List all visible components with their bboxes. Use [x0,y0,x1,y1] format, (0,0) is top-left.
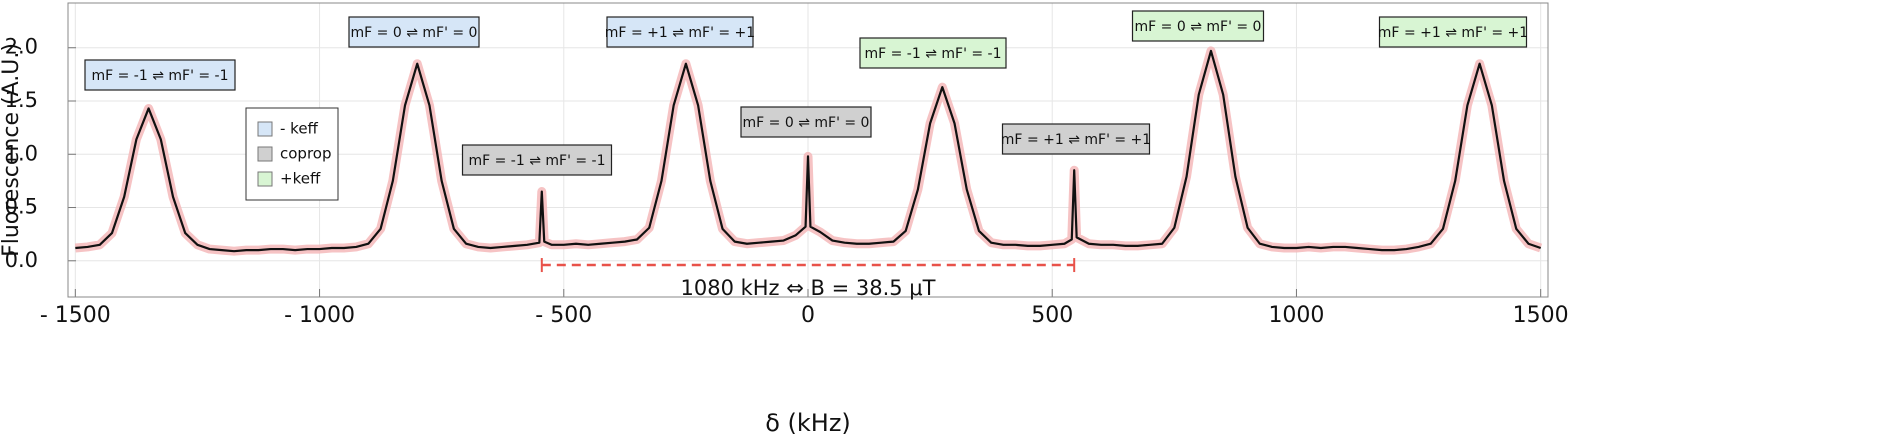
span-label: 1080 kHz ⇔ B = 38.5 μT [680,276,935,300]
line [75,49,1542,253]
y-tick-label: 1.0 [5,141,38,165]
annotation-label: mF = +1 ⇌ mF' = +1 [1001,132,1151,148]
annotation-label: mF = +1 ⇌ mF' = +1 [1378,25,1528,41]
x-tick-label: - 500 [535,303,592,328]
x-tick-label: 500 [1031,303,1073,328]
y-tick-label: 0.0 [5,248,38,272]
x-tick-label: 1500 [1513,303,1569,328]
x-axis-label: δ (kHz) [765,409,851,437]
x-tick-label: 0 [801,303,815,328]
legend-label: - keff [280,120,319,138]
x-tick-label: - 1500 [40,303,111,328]
annotation-label: mF = +1 ⇌ mF' = +1 [605,25,755,41]
annotation-box [84,59,236,91]
legend-swatch [257,121,273,137]
annotation-box [461,144,613,176]
annotation-label: mF = 0 ⇌ mF' = 0 [351,25,478,41]
annotation-box [1378,16,1528,48]
annotation-box [1001,123,1151,155]
annotation-label: mF = 0 ⇌ mF' = 0 [1135,19,1262,35]
annotation-label: mF = -1 ⇌ mF' = -1 [91,68,228,84]
annotation-box [740,106,872,138]
annotation-label: mF = -1 ⇌ mF' = -1 [468,153,605,169]
annotation-box [606,16,754,48]
y-tick-label: 1.5 [5,88,38,112]
y-tick-label: 0.5 [5,195,38,219]
legend-swatch [257,146,273,162]
legend-swatch [257,171,273,187]
annotation-label: mF = 0 ⇌ mF' = 0 [743,115,870,131]
annotation-box [859,37,1007,69]
plot-frame [67,2,1549,298]
y-tick-label: 2.0 [5,35,38,59]
legend-label: +keff [280,170,321,188]
annotation-box [1131,10,1265,42]
annotation-label: mF = -1 ⇌ mF' = -1 [864,46,1001,62]
legend-label: coprop [280,145,331,163]
y-axis-label: Fluorescence (A.U.) [0,43,24,257]
annotation-box [348,16,480,48]
x-tick-label: - 1000 [284,303,355,328]
x-tick-label: 1000 [1268,303,1324,328]
